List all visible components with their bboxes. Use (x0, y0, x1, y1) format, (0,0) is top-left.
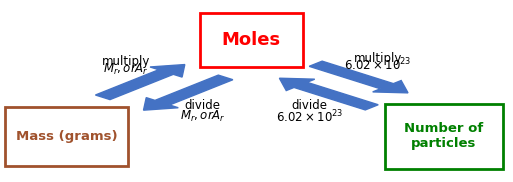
Polygon shape (280, 78, 378, 110)
Text: multiply: multiply (353, 52, 402, 65)
Text: $6.02\times10^{23}$: $6.02\times10^{23}$ (276, 108, 343, 125)
FancyBboxPatch shape (5, 107, 128, 166)
Text: divide: divide (291, 99, 328, 112)
Text: multiply: multiply (102, 55, 150, 68)
Text: Moles: Moles (222, 31, 281, 49)
FancyBboxPatch shape (385, 104, 503, 169)
Text: Mass (grams): Mass (grams) (16, 130, 117, 143)
Polygon shape (95, 65, 185, 100)
FancyBboxPatch shape (200, 13, 303, 67)
Polygon shape (309, 61, 408, 93)
Polygon shape (144, 75, 233, 110)
Text: Number of
particles: Number of particles (404, 122, 483, 151)
Text: $6.02\times10^{23}$: $6.02\times10^{23}$ (344, 57, 411, 74)
Text: divide: divide (185, 99, 221, 112)
Text: $M_r,orA_r$: $M_r,orA_r$ (180, 108, 225, 124)
Text: $M_r,orA_r$: $M_r,orA_r$ (103, 62, 149, 77)
